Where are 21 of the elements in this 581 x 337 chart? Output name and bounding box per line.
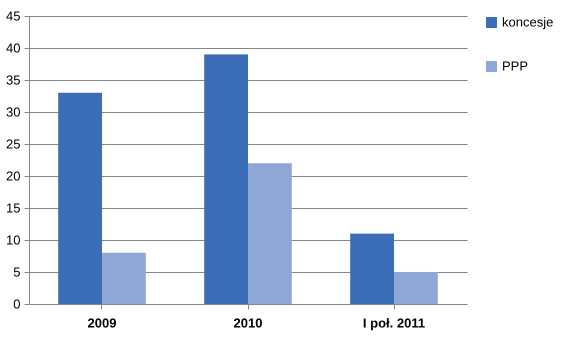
y-tick-label: 35: [6, 72, 20, 88]
y-tick-label: 40: [6, 40, 20, 56]
y-tick-label: 30: [6, 104, 20, 120]
y-tick-label: 0: [13, 296, 20, 312]
y-tick-label: 15: [6, 200, 20, 216]
y-tick-label: 10: [6, 232, 20, 248]
legend-label: koncesje: [502, 14, 554, 30]
y-tick-label: 5: [13, 264, 20, 280]
bar: [102, 252, 146, 304]
bar: [350, 234, 394, 304]
bar: [248, 163, 292, 304]
bar: [204, 54, 248, 304]
y-tick-label: 45: [6, 8, 20, 24]
legend-label: PPP: [502, 58, 528, 74]
bar: [58, 92, 102, 304]
x-tick-label: 2010: [234, 316, 262, 330]
y-tick-label: 25: [6, 136, 20, 152]
y-tick-label: 20: [6, 168, 20, 184]
x-tick-label: 2009: [88, 316, 116, 330]
x-tick-label: I poł. 2011: [362, 316, 426, 330]
bar: [394, 272, 438, 304]
